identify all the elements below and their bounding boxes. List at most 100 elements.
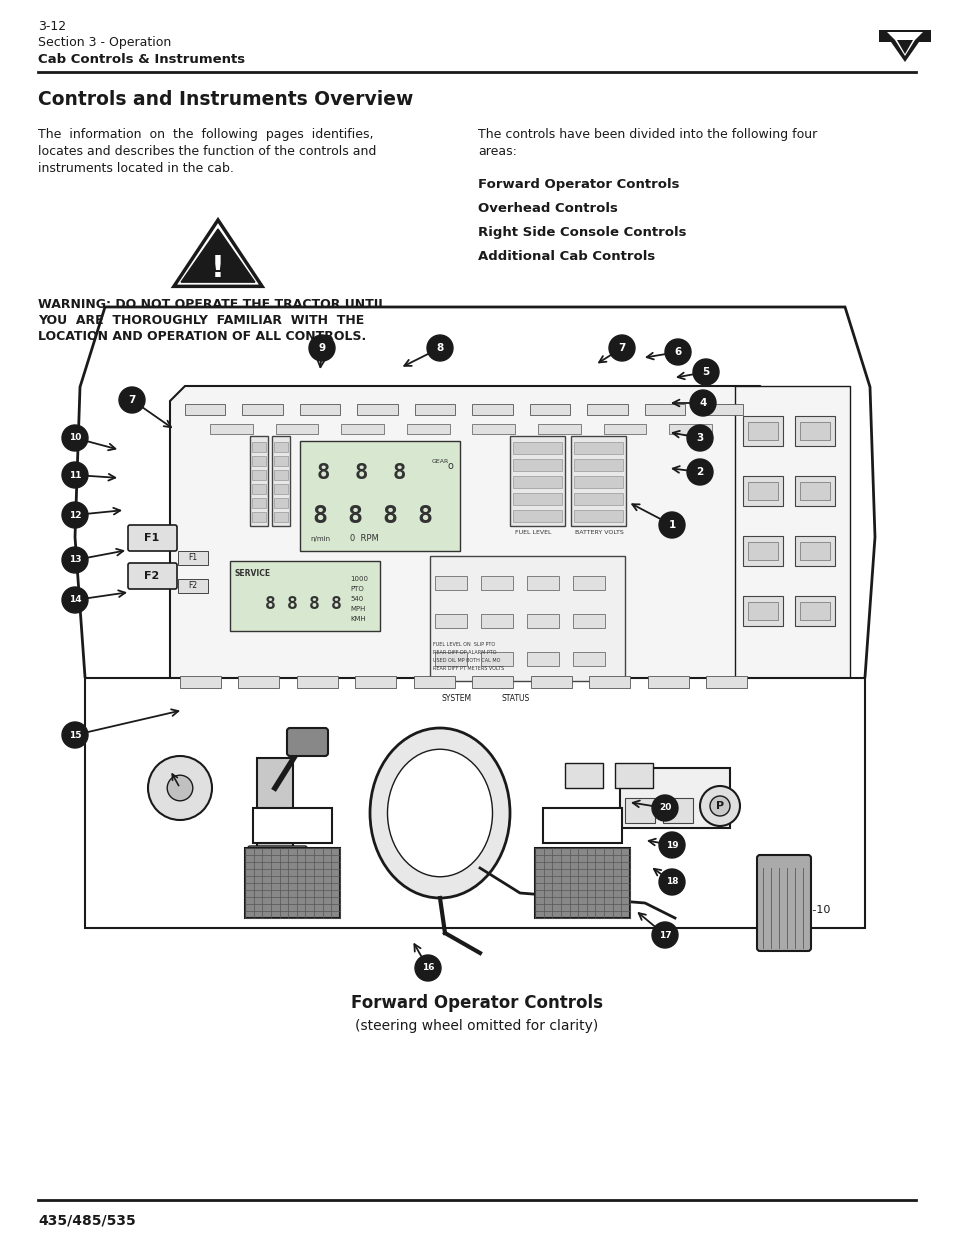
Bar bbox=[573, 614, 604, 629]
Bar bbox=[180, 676, 221, 688]
Circle shape bbox=[62, 462, 88, 488]
Bar bbox=[472, 424, 515, 433]
Bar bbox=[480, 576, 513, 590]
Text: 9: 9 bbox=[318, 343, 325, 353]
Text: 15: 15 bbox=[69, 730, 81, 740]
Text: 7: 7 bbox=[128, 395, 135, 405]
Bar bbox=[296, 676, 337, 688]
Bar bbox=[252, 456, 266, 466]
Bar bbox=[513, 493, 561, 505]
Text: F1: F1 bbox=[144, 534, 159, 543]
Circle shape bbox=[167, 776, 193, 800]
Text: Forward Operator Controls: Forward Operator Controls bbox=[351, 994, 602, 1011]
Text: Right Side Console Controls: Right Side Console Controls bbox=[477, 226, 686, 240]
Bar bbox=[526, 652, 558, 666]
Bar bbox=[619, 768, 729, 827]
Text: F2: F2 bbox=[189, 582, 197, 590]
Text: 5: 5 bbox=[701, 367, 709, 377]
Bar bbox=[800, 482, 829, 500]
Text: The  information  on  the  following  pages  identifies,: The information on the following pages i… bbox=[38, 128, 374, 141]
Bar bbox=[299, 441, 459, 551]
Bar bbox=[513, 459, 561, 471]
FancyBboxPatch shape bbox=[287, 727, 328, 756]
Text: n/min: n/min bbox=[310, 536, 330, 542]
Text: KMH: KMH bbox=[350, 616, 365, 622]
Text: 8: 8 bbox=[331, 595, 341, 613]
Bar bbox=[542, 808, 621, 844]
Text: !: ! bbox=[211, 254, 225, 283]
Text: 8: 8 bbox=[308, 595, 319, 613]
Bar bbox=[624, 798, 655, 823]
Bar bbox=[178, 579, 208, 593]
Circle shape bbox=[62, 547, 88, 573]
Bar bbox=[571, 436, 625, 526]
Bar bbox=[472, 676, 513, 688]
Circle shape bbox=[427, 335, 453, 361]
Circle shape bbox=[659, 513, 684, 538]
Bar bbox=[274, 456, 288, 466]
Circle shape bbox=[309, 335, 335, 361]
Bar bbox=[250, 436, 268, 526]
FancyBboxPatch shape bbox=[757, 855, 810, 951]
Circle shape bbox=[664, 338, 690, 366]
Circle shape bbox=[686, 425, 712, 451]
Bar bbox=[252, 498, 266, 508]
Circle shape bbox=[689, 390, 716, 416]
Text: 1: 1 bbox=[668, 520, 675, 530]
Text: 8: 8 bbox=[436, 343, 443, 353]
Bar bbox=[747, 482, 778, 500]
Circle shape bbox=[62, 425, 88, 451]
Text: Cab Controls & Instruments: Cab Controls & Instruments bbox=[38, 53, 245, 65]
Text: 0  RPM: 0 RPM bbox=[350, 534, 378, 543]
Bar bbox=[794, 536, 834, 566]
Bar bbox=[435, 652, 467, 666]
Text: GEAR: GEAR bbox=[432, 459, 449, 464]
Text: Additional Cab Controls: Additional Cab Controls bbox=[477, 249, 655, 263]
Bar bbox=[530, 404, 570, 415]
Text: 8: 8 bbox=[417, 504, 432, 529]
Text: Controls and Instruments Overview: Controls and Instruments Overview bbox=[38, 90, 413, 109]
Text: 7: 7 bbox=[618, 343, 625, 353]
Bar bbox=[734, 387, 849, 697]
Bar bbox=[587, 404, 627, 415]
Bar bbox=[252, 513, 266, 522]
Bar bbox=[564, 763, 602, 788]
Bar bbox=[275, 424, 318, 433]
Text: 8: 8 bbox=[347, 504, 362, 529]
Text: 12: 12 bbox=[69, 510, 81, 520]
Text: YOU  ARE  THOROUGHLY  FAMILIAR  WITH  THE: YOU ARE THOROUGHLY FAMILIAR WITH THE bbox=[38, 314, 364, 327]
Bar bbox=[252, 442, 266, 452]
Bar bbox=[531, 676, 572, 688]
Bar bbox=[742, 597, 782, 626]
Text: 3-12: 3-12 bbox=[38, 20, 66, 33]
Bar bbox=[210, 424, 253, 433]
Bar bbox=[615, 763, 652, 788]
Bar bbox=[274, 442, 288, 452]
Bar bbox=[794, 597, 834, 626]
Bar bbox=[747, 542, 778, 559]
Text: LOCATION AND OPERATION OF ALL CONTROLS.: LOCATION AND OPERATION OF ALL CONTROLS. bbox=[38, 330, 366, 343]
Bar bbox=[274, 513, 288, 522]
Text: FUEL LEVEL ON  SLIP PTO: FUEL LEVEL ON SLIP PTO bbox=[433, 642, 495, 647]
Circle shape bbox=[62, 722, 88, 748]
Bar bbox=[574, 475, 622, 488]
Circle shape bbox=[659, 869, 684, 895]
Polygon shape bbox=[181, 228, 254, 282]
Text: SYSTEM: SYSTEM bbox=[441, 694, 472, 703]
Bar bbox=[574, 459, 622, 471]
Bar bbox=[274, 498, 288, 508]
Bar bbox=[537, 424, 580, 433]
Text: 2: 2 bbox=[696, 467, 703, 477]
Circle shape bbox=[700, 785, 740, 826]
Text: Overhead Controls: Overhead Controls bbox=[477, 203, 618, 215]
Bar bbox=[742, 416, 782, 446]
Text: 8: 8 bbox=[316, 463, 330, 483]
Bar bbox=[242, 404, 282, 415]
Text: MPH: MPH bbox=[350, 606, 365, 613]
Bar bbox=[573, 652, 604, 666]
Polygon shape bbox=[896, 40, 912, 54]
FancyBboxPatch shape bbox=[128, 563, 177, 589]
Text: 18: 18 bbox=[665, 878, 678, 887]
Bar bbox=[480, 652, 513, 666]
FancyBboxPatch shape bbox=[128, 525, 177, 551]
